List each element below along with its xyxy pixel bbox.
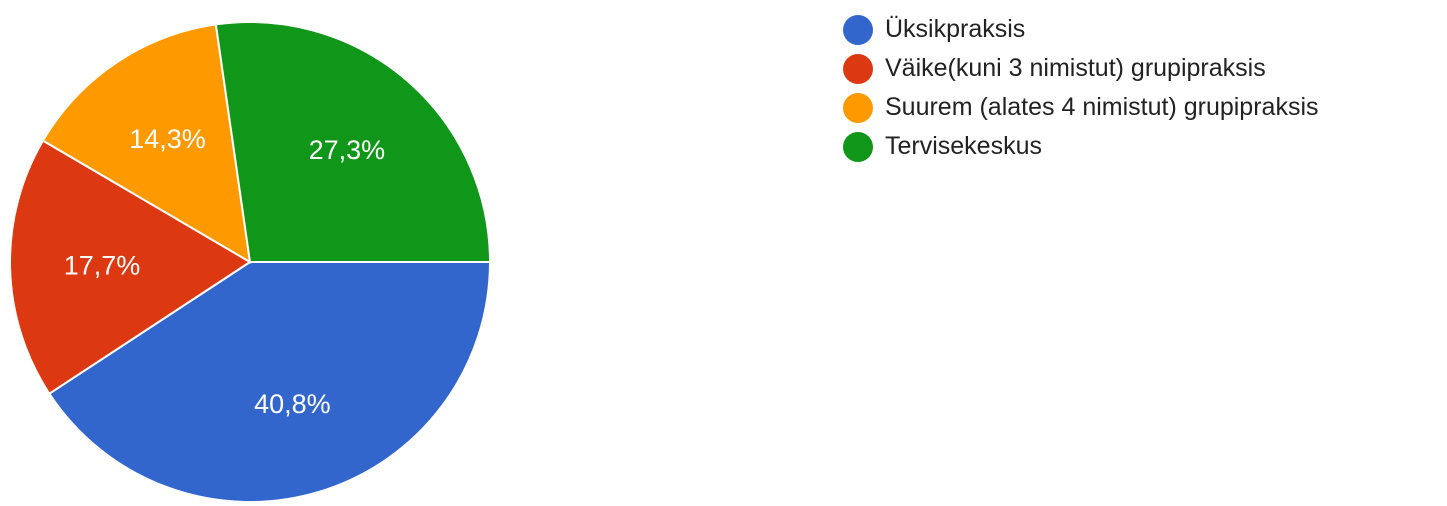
- legend-swatch-icon: [843, 131, 873, 162]
- legend-item: Väike(kuni 3 nimistut) grupipraksis: [843, 49, 1319, 88]
- pie-slice-tervisekeskus: [214, 21, 492, 263]
- pie-slice-label: 14,3%: [129, 124, 206, 154]
- pie-slice-label: 40,8%: [254, 389, 331, 419]
- legend-item: Tervisekeskus: [843, 127, 1319, 166]
- pie-slice-vaike-kuni-3-nimistut-grupipraksis: [8, 139, 252, 396]
- legend-item: Üksikpraksis: [843, 10, 1319, 49]
- legend-swatch-icon: [843, 14, 873, 45]
- pie-slice-label: 17,7%: [64, 251, 141, 281]
- legend-label: Tervisekeskus: [885, 132, 1042, 160]
- legend-item: Suurem (alates 4 nimistut) grupipraksis: [843, 88, 1319, 127]
- legend-swatch-icon: [843, 92, 873, 123]
- legend-swatch-icon: [843, 53, 873, 84]
- pie-chart: 40,8% 17,7% 14,3% 27,3%: [8, 21, 492, 503]
- legend-label: Väike(kuni 3 nimistut) grupipraksis: [885, 54, 1266, 82]
- legend-label: Suurem (alates 4 nimistut) grupipraksis: [885, 93, 1319, 121]
- pie-slice-label: 27,3%: [309, 135, 386, 165]
- legend: Üksikpraksis Väike(kuni 3 nimistut) grupi…: [843, 10, 1319, 166]
- pie-slice-suurem-alates-4-nimistut-grupipraksis: [41, 23, 252, 264]
- legend-label: Üksikpraksis: [885, 15, 1026, 43]
